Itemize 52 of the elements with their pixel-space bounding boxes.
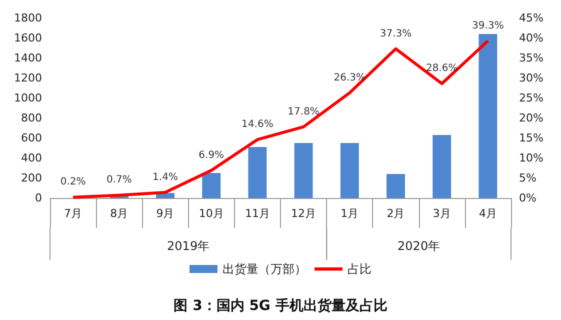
y-tick-label: 1000 — [14, 92, 42, 104]
data-label: 6.9% — [198, 150, 224, 161]
y2-tick-label: 15% — [519, 132, 544, 144]
bar — [478, 34, 498, 198]
bar — [340, 143, 359, 198]
data-label: 14.6% — [242, 119, 274, 130]
legend-label: 出货量（万部） — [222, 262, 306, 276]
legend-label: 占比 — [348, 262, 372, 276]
data-label: 1.4% — [152, 172, 178, 183]
x-tick-label: 1月 — [340, 207, 359, 220]
data-label: 37.3% — [380, 28, 412, 40]
x-tick-label: 4月 — [478, 207, 497, 220]
bar — [248, 147, 267, 198]
y-tick-label: 1600 — [14, 32, 42, 44]
data-label: 0.7% — [106, 174, 132, 186]
bar — [386, 174, 405, 198]
y2-tick-label: 5% — [519, 172, 536, 184]
y2-tick-label: 30% — [519, 72, 544, 84]
y-tick-label: 1200 — [14, 72, 42, 84]
y-tick-label: 0 — [35, 192, 42, 204]
y2-tick-label: 40% — [519, 32, 544, 44]
text: 2019年 — [167, 239, 210, 253]
x-tick-label: 8月 — [110, 207, 128, 220]
y-tick-label: 800 — [21, 112, 42, 124]
text: 图 3：国内 5G 手机出货量及占比 — [174, 297, 388, 314]
y2-tick-label: 0% — [519, 192, 536, 204]
x-tick-label: 11月 — [244, 207, 270, 220]
data-label: 39.3% — [472, 20, 504, 32]
y2-tick-label: 35% — [519, 52, 544, 64]
data-label: 17.8% — [288, 106, 320, 118]
y2-tick-label: 10% — [519, 152, 544, 164]
x-tick-label: 2月 — [386, 207, 405, 220]
y-tick-label: 400 — [21, 152, 42, 164]
bar — [202, 173, 221, 198]
y2-tick-label: 25% — [519, 92, 544, 104]
y-tick-label: 1800 — [14, 12, 42, 24]
bar — [294, 143, 313, 198]
y2-tick-label: 20% — [519, 112, 544, 124]
data-label: 28.6% — [426, 63, 458, 74]
data-label: 0.2% — [60, 176, 86, 188]
bar — [432, 135, 452, 198]
x-tick-label: 10月 — [198, 207, 224, 220]
x-tick-label: 7月 — [64, 207, 82, 220]
x-tick-label: 3月 — [432, 207, 451, 220]
x-tick-label: 9月 — [156, 207, 174, 220]
x-tick-label: 12月 — [291, 207, 316, 220]
text: 2020年 — [398, 239, 440, 253]
y2-tick-label: 45% — [519, 12, 544, 24]
y-tick-label: 200 — [21, 172, 42, 184]
y-tick-label: 600 — [21, 132, 42, 144]
y-tick-label: 1400 — [14, 52, 42, 64]
data-label: 26.3% — [334, 72, 366, 84]
